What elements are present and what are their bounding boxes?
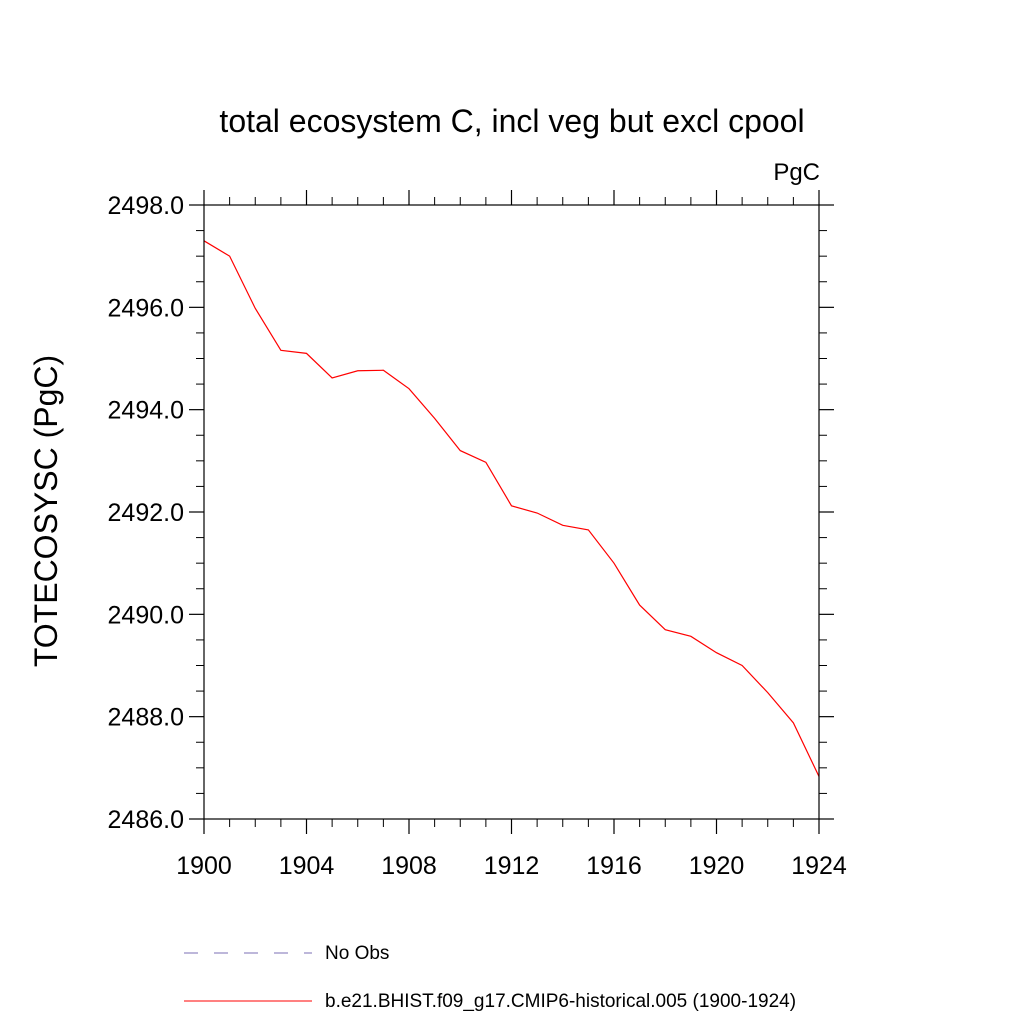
- axis-tick-labels: 1900 1904 1908 1912 1916 1920 1924 2486.0 2488.0…: [108, 192, 847, 880]
- y-tick-label: 2488.0: [108, 704, 184, 732]
- y-axis-title: TOTECOSYSC (PgC): [28, 355, 64, 667]
- x-tick-label: 1908: [381, 852, 437, 880]
- legend-label-no-obs: No Obs: [325, 943, 389, 964]
- x-tick-label: 1904: [279, 852, 335, 880]
- x-tick-label: 1920: [689, 852, 745, 880]
- x-tick-label: 1900: [176, 852, 232, 880]
- units-label: PgC: [773, 159, 820, 186]
- chart-title: total ecosystem C, incl veg but excl cpo…: [219, 103, 804, 139]
- x-tick-label: 1924: [791, 852, 847, 880]
- plot-series: [203, 240, 820, 777]
- y-tick-label: 2498.0: [108, 192, 184, 220]
- legend: No Obs b.e21.BHIST.f09_g17.CMIP6-histori…: [184, 943, 796, 1012]
- y-tick-label: 2486.0: [108, 806, 184, 834]
- series-line-0: [203, 240, 820, 777]
- plot-frame: [203, 204, 820, 820]
- y-tick-label: 2490.0: [108, 601, 184, 629]
- y-tick-label: 2496.0: [108, 294, 184, 322]
- y-tick-label: 2492.0: [108, 499, 184, 527]
- x-tick-label: 1912: [484, 852, 540, 880]
- x-tick-label: 1916: [586, 852, 642, 880]
- axis-ticks: [189, 190, 834, 834]
- legend-label-historical: b.e21.BHIST.f09_g17.CMIP6-historical.005…: [325, 991, 796, 1012]
- y-tick-label: 2494.0: [108, 397, 184, 425]
